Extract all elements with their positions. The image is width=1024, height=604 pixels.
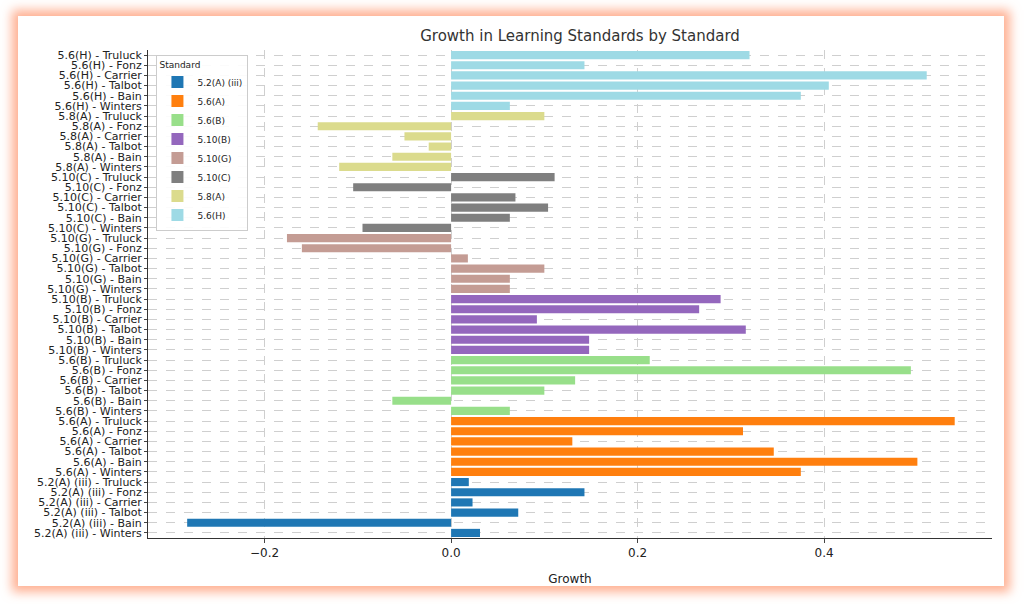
svg-text:5.8(A) - Winters: 5.8(A) - Winters (55, 161, 142, 174)
svg-text:5.6(A) - Bain: 5.6(A) - Bain (73, 456, 142, 469)
svg-text:5.6(B) - Truluck: 5.6(B) - Truluck (58, 354, 142, 367)
svg-text:0.4: 0.4 (815, 546, 834, 560)
svg-text:5.10(G) - Talbot: 5.10(G) - Talbot (57, 262, 143, 275)
svg-text:5.10(C) - Truluck: 5.10(C) - Truluck (51, 171, 142, 184)
svg-text:5.6(B): 5.6(B) (197, 116, 225, 126)
svg-text:5.10(B) - Fonz: 5.10(B) - Fonz (65, 303, 142, 316)
svg-text:5.6(H) - Carrier: 5.6(H) - Carrier (59, 69, 142, 82)
svg-text:5.6(A): 5.6(A) (197, 97, 225, 107)
svg-text:5.8(A): 5.8(A) (197, 192, 225, 202)
svg-text:5.10(B) - Truluck: 5.10(B) - Truluck (51, 293, 142, 306)
svg-text:5.6(H): 5.6(H) (197, 211, 225, 221)
svg-text:5.10(G) - Bain: 5.10(G) - Bain (65, 273, 142, 286)
svg-text:5.10(C) - Carrier: 5.10(C) - Carrier (52, 191, 142, 204)
svg-text:5.6(H) - Bain: 5.6(H) - Bain (72, 90, 142, 103)
svg-text:Growth: Growth (548, 572, 591, 586)
svg-text:5.6(A) - Winters: 5.6(A) - Winters (55, 466, 142, 479)
svg-text:5.6(H) - Winters: 5.6(H) - Winters (54, 100, 142, 113)
svg-text:5.2(A) (iii) - Truluck: 5.2(A) (iii) - Truluck (37, 476, 142, 489)
svg-text:5.10(B) - Winters: 5.10(B) - Winters (48, 344, 142, 357)
svg-text:5.10(B): 5.10(B) (197, 135, 230, 145)
svg-text:Growth in Learning Standards b: Growth in Learning Standards by Standard (420, 27, 740, 45)
svg-text:5.2(A) (iii) - Bain: 5.2(A) (iii) - Bain (52, 517, 142, 530)
svg-text:5.2(A) (iii) - Fonz: 5.2(A) (iii) - Fonz (51, 486, 142, 499)
svg-text:5.10(C) - Winters: 5.10(C) - Winters (48, 222, 142, 235)
svg-text:5.2(A) (iii) - Talbot: 5.2(A) (iii) - Talbot (43, 506, 142, 519)
svg-text:5.6(H) - Truluck: 5.6(H) - Truluck (57, 49, 142, 62)
svg-text:5.10(G) - Truluck: 5.10(G) - Truluck (50, 232, 142, 245)
svg-text:5.10(G) - Fonz: 5.10(G) - Fonz (64, 242, 142, 255)
svg-text:5.6(H) - Fonz: 5.6(H) - Fonz (71, 59, 142, 72)
svg-text:5.2(A) (iii) - Carrier: 5.2(A) (iii) - Carrier (38, 496, 142, 509)
svg-text:5.8(A) - Fonz: 5.8(A) - Fonz (72, 120, 142, 133)
svg-text:5.6(B) - Talbot: 5.6(B) - Talbot (64, 384, 142, 397)
svg-text:5.8(A) - Bain: 5.8(A) - Bain (73, 151, 142, 164)
svg-text:5.6(B) - Bain: 5.6(B) - Bain (73, 395, 142, 408)
svg-text:5.10(C) - Bain: 5.10(C) - Bain (66, 212, 142, 225)
svg-text:0.2: 0.2 (628, 546, 647, 560)
svg-text:5.6(B) - Carrier: 5.6(B) - Carrier (60, 374, 143, 387)
svg-text:5.10(B) - Talbot: 5.10(B) - Talbot (57, 323, 142, 336)
svg-text:5.8(A) - Talbot: 5.8(A) - Talbot (65, 140, 143, 153)
svg-text:5.2(A) (iii) - Winters: 5.2(A) (iii) - Winters (34, 527, 142, 540)
svg-text:5.8(A) - Carrier: 5.8(A) - Carrier (60, 130, 143, 143)
svg-text:Standard: Standard (159, 60, 200, 70)
svg-text:5.10(G) - Winters: 5.10(G) - Winters (47, 283, 142, 296)
svg-text:−0.2: −0.2 (250, 546, 279, 560)
svg-text:5.6(A) - Talbot: 5.6(A) - Talbot (65, 445, 143, 458)
svg-text:5.6(A) - Fonz: 5.6(A) - Fonz (72, 425, 142, 438)
svg-text:5.6(B) - Fonz: 5.6(B) - Fonz (72, 364, 142, 377)
svg-text:5.8(A) - Truluck: 5.8(A) - Truluck (58, 110, 142, 123)
svg-text:5.10(C): 5.10(C) (197, 173, 230, 183)
svg-text:5.2(A) (iii): 5.2(A) (iii) (197, 78, 242, 88)
svg-text:5.10(G): 5.10(G) (197, 154, 231, 164)
svg-text:5.6(B) - Winters: 5.6(B) - Winters (55, 405, 142, 418)
svg-text:5.10(G) - Carrier: 5.10(G) - Carrier (52, 252, 143, 265)
svg-text:5.10(C) - Fonz: 5.10(C) - Fonz (65, 181, 142, 194)
svg-text:5.6(H) - Talbot: 5.6(H) - Talbot (64, 79, 143, 92)
svg-text:5.6(A) - Truluck: 5.6(A) - Truluck (58, 415, 142, 428)
svg-text:5.6(A) - Carrier: 5.6(A) - Carrier (60, 435, 143, 448)
svg-text:0.0: 0.0 (442, 546, 461, 560)
svg-text:5.10(B) - Bain: 5.10(B) - Bain (66, 334, 142, 347)
svg-text:5.10(C) - Talbot: 5.10(C) - Talbot (57, 201, 142, 214)
svg-text:5.10(B) - Carrier: 5.10(B) - Carrier (53, 313, 143, 326)
